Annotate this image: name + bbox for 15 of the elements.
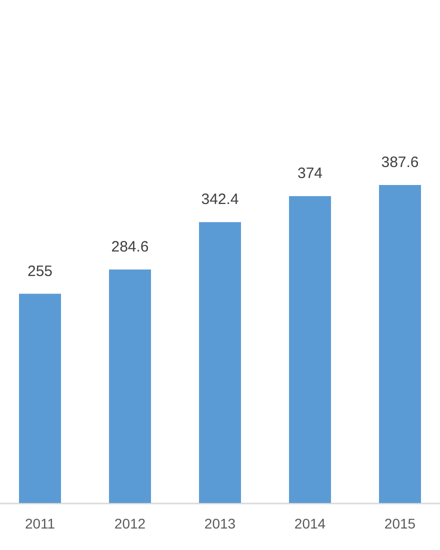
data-label: 342.4	[201, 191, 239, 208]
bar	[199, 222, 241, 503]
data-label: 387.6	[381, 154, 419, 171]
data-label: 284.6	[111, 238, 149, 256]
x-tick-label: 2015	[384, 516, 416, 532]
x-tick-label: 2014	[294, 516, 326, 532]
x-tick-label: 2011	[24, 516, 56, 532]
data-label: 255	[27, 262, 53, 280]
bar	[109, 270, 151, 503]
x-tick-label: 2012	[114, 516, 146, 532]
data-label: 374	[297, 165, 323, 182]
bar	[289, 196, 331, 503]
bar	[19, 294, 61, 503]
x-tick-label: 2013	[204, 516, 236, 532]
bar	[379, 185, 421, 503]
